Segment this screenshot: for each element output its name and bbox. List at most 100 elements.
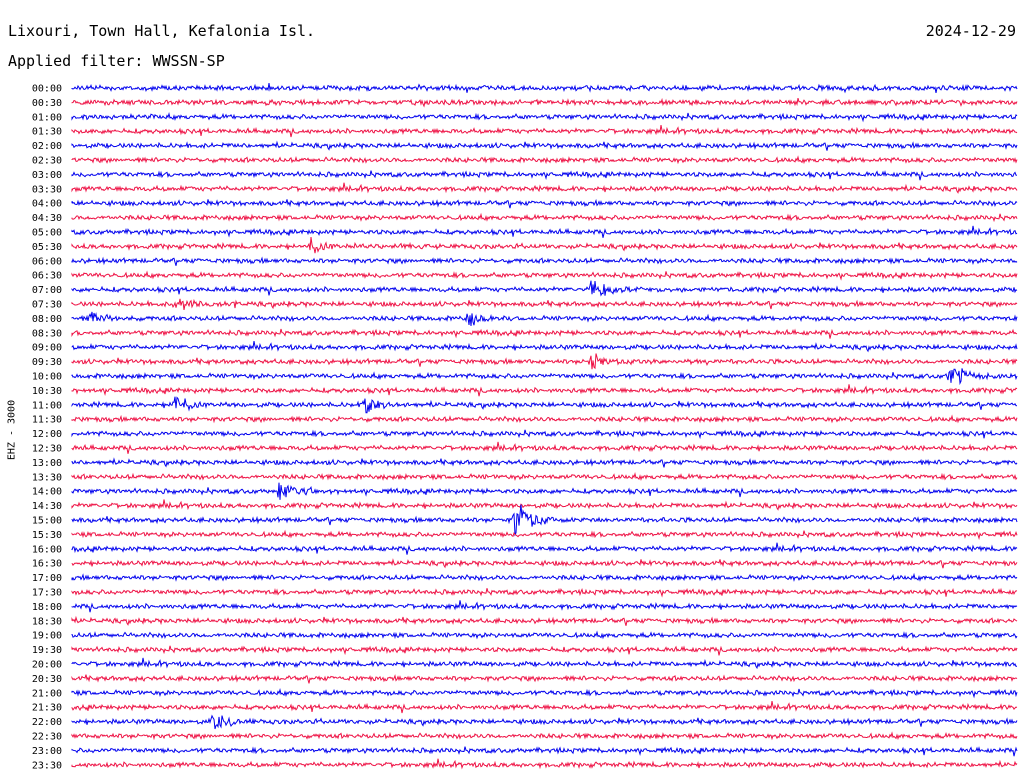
trace-line [71, 170, 1018, 181]
station-title: Lixouri, Town Hall, Kefalonia Isl. [8, 22, 316, 40]
row-label: 03:00 [32, 170, 62, 181]
trace-line [71, 472, 1018, 482]
trace-line [71, 83, 1018, 94]
row-label: 11:30 [32, 415, 62, 426]
trace-line [71, 600, 1018, 613]
trace-line [71, 353, 1018, 370]
row-label: 04:30 [32, 213, 62, 224]
trace-line [71, 212, 1018, 223]
row-label: 16:30 [32, 559, 62, 570]
row-label: 02:00 [32, 141, 62, 152]
trace-line [71, 270, 1018, 281]
row-label: 14:30 [32, 501, 62, 512]
row-label: 07:30 [32, 300, 62, 311]
row-label: 01:30 [32, 127, 62, 138]
trace-line [71, 457, 1018, 468]
trace-line [71, 396, 1018, 414]
row-label: 12:30 [32, 444, 62, 455]
row-label: 14:00 [32, 487, 62, 498]
row-label: 12:00 [32, 429, 62, 440]
trace-line [71, 328, 1018, 339]
row-label: 01:00 [32, 112, 62, 123]
row-label: 08:00 [32, 314, 62, 325]
row-label: 23:00 [32, 746, 62, 757]
trace-line [71, 499, 1018, 511]
row-label: 11:00 [32, 400, 62, 411]
date-label: 2024-12-29 [925, 22, 1016, 40]
row-label: 18:30 [32, 616, 62, 627]
row-label: 17:30 [32, 588, 62, 599]
row-label: 21:30 [32, 703, 62, 714]
row-label: 02:30 [32, 156, 62, 167]
row-label: 15:30 [32, 530, 62, 541]
row-label: 10:30 [32, 386, 62, 397]
trace-line [71, 140, 1018, 151]
row-label: 07:00 [32, 285, 62, 296]
trace-line [71, 630, 1018, 640]
trace-line [71, 731, 1018, 741]
row-label: 10:00 [32, 372, 62, 383]
trace-line [71, 657, 1018, 670]
trace-line [71, 542, 1018, 555]
trace-line [71, 504, 1018, 537]
trace-line [71, 97, 1018, 108]
row-label: 05:30 [32, 242, 62, 253]
trace-line [71, 758, 1018, 770]
row-label: 17:00 [32, 573, 62, 584]
row-label: 06:00 [32, 256, 62, 267]
trace-line [71, 714, 1018, 730]
row-label: 00:00 [32, 84, 62, 95]
trace-line [71, 645, 1018, 656]
trace-line [71, 256, 1018, 266]
trace-line [71, 701, 1018, 714]
row-label: 22:00 [32, 717, 62, 728]
trace-line [71, 384, 1018, 397]
trace-line [71, 429, 1017, 440]
row-label: 13:00 [32, 458, 62, 469]
trace-line [71, 482, 1018, 500]
trace-line [71, 280, 1018, 297]
trace-line [71, 112, 1018, 123]
filter-label: Applied filter: WWSSN-SP [8, 52, 225, 70]
trace-line [71, 155, 1018, 165]
channel-label: EHZ - 3000 [6, 399, 18, 461]
row-label: 06:30 [32, 271, 62, 282]
trace-line [71, 746, 1018, 757]
row-label: 09:30 [32, 357, 62, 368]
trace-line [71, 341, 1018, 353]
row-label: 20:30 [32, 674, 62, 685]
trace-line [71, 182, 1018, 194]
trace-line [71, 688, 1018, 699]
row-label: 00:30 [32, 98, 62, 109]
row-label: 04:00 [32, 199, 62, 210]
row-label: 08:30 [32, 328, 62, 339]
trace-line [71, 441, 1018, 454]
row-label: 05:00 [32, 228, 62, 239]
row-label: 19:00 [32, 631, 62, 642]
row-label: 21:00 [32, 688, 62, 699]
trace-line [71, 311, 1018, 327]
row-label: 16:00 [32, 544, 62, 555]
trace-line [71, 237, 1018, 254]
trace-line [71, 587, 1018, 598]
row-label: 22:30 [32, 732, 62, 743]
trace-line [71, 298, 1018, 310]
row-label: 19:30 [32, 645, 62, 656]
row-label: 09:00 [32, 343, 62, 354]
trace-line [71, 529, 1018, 540]
row-label: 13:30 [32, 472, 62, 483]
row-label: 15:00 [32, 516, 62, 527]
trace-line [71, 615, 1018, 626]
trace-line [71, 674, 1018, 684]
trace-line [71, 558, 1018, 569]
trace-line [71, 125, 1018, 138]
row-label: 03:30 [32, 184, 62, 195]
row-label: 23:30 [32, 760, 62, 771]
trace-line [71, 414, 1018, 424]
trace-line [71, 198, 1018, 209]
trace-line [71, 225, 1018, 238]
trace-line [71, 368, 1018, 386]
trace-line [71, 572, 1018, 582]
row-label: 20:00 [32, 660, 62, 671]
